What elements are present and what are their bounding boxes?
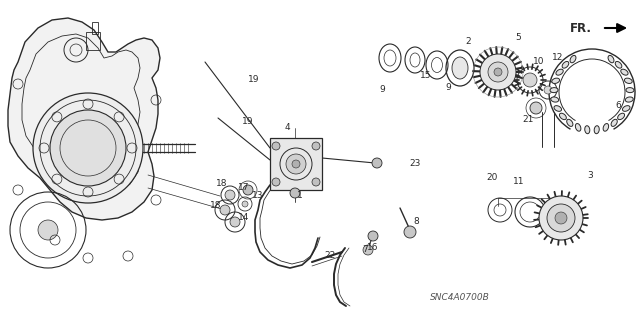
Circle shape	[372, 158, 382, 168]
Text: 3: 3	[587, 170, 593, 180]
Ellipse shape	[550, 88, 558, 93]
Text: 4: 4	[284, 123, 290, 132]
Bar	[270, 138, 322, 190]
Circle shape	[272, 142, 280, 150]
Text: 18: 18	[211, 201, 221, 210]
Circle shape	[242, 201, 248, 207]
Polygon shape	[8, 18, 160, 220]
Ellipse shape	[603, 123, 609, 131]
Text: 9: 9	[379, 85, 385, 94]
Ellipse shape	[554, 106, 561, 111]
Text: 23: 23	[410, 159, 420, 167]
Text: 9: 9	[445, 84, 451, 93]
Circle shape	[38, 220, 58, 240]
Text: 12: 12	[552, 54, 564, 63]
Ellipse shape	[552, 78, 559, 84]
Ellipse shape	[567, 119, 573, 126]
Circle shape	[292, 160, 300, 168]
Text: 5: 5	[515, 33, 521, 42]
Ellipse shape	[570, 56, 576, 63]
Bar	[86, 32, 100, 50]
Text: FR.: FR.	[570, 21, 592, 34]
Circle shape	[539, 196, 583, 240]
Text: 19: 19	[243, 117, 253, 127]
Text: 11: 11	[513, 177, 525, 187]
Circle shape	[243, 185, 253, 195]
Text: 8: 8	[413, 218, 419, 226]
Circle shape	[530, 102, 542, 114]
Circle shape	[230, 217, 240, 227]
Text: 15: 15	[420, 71, 432, 80]
Circle shape	[312, 178, 320, 186]
Ellipse shape	[551, 97, 559, 102]
Circle shape	[50, 110, 126, 186]
Text: 1: 1	[297, 190, 303, 199]
Circle shape	[488, 62, 508, 82]
Ellipse shape	[611, 119, 617, 126]
Text: 22: 22	[324, 251, 335, 261]
Bar	[92, 22, 98, 34]
Text: 7: 7	[362, 246, 368, 255]
Ellipse shape	[575, 123, 581, 131]
Text: 16: 16	[367, 243, 379, 253]
Circle shape	[494, 68, 502, 76]
Ellipse shape	[608, 56, 614, 63]
Circle shape	[312, 142, 320, 150]
Text: 13: 13	[252, 191, 264, 201]
Text: 14: 14	[238, 213, 250, 222]
Text: 19: 19	[248, 76, 260, 85]
Text: 20: 20	[486, 174, 498, 182]
Text: 17: 17	[238, 183, 250, 192]
Circle shape	[523, 73, 537, 87]
Circle shape	[290, 188, 300, 198]
Circle shape	[220, 205, 230, 215]
Ellipse shape	[594, 126, 599, 134]
Ellipse shape	[452, 57, 468, 79]
Text: 21: 21	[522, 115, 534, 124]
Ellipse shape	[623, 106, 630, 111]
Ellipse shape	[618, 113, 625, 120]
Text: 10: 10	[533, 57, 545, 66]
Text: SNC4A0700B: SNC4A0700B	[430, 293, 490, 302]
Circle shape	[33, 93, 143, 203]
Circle shape	[286, 154, 306, 174]
Ellipse shape	[626, 88, 634, 93]
Circle shape	[368, 231, 378, 241]
Circle shape	[544, 86, 552, 94]
Ellipse shape	[559, 113, 566, 120]
Text: 6: 6	[615, 100, 621, 109]
Ellipse shape	[625, 97, 633, 102]
Ellipse shape	[556, 69, 563, 75]
Circle shape	[555, 212, 567, 224]
Text: 2: 2	[465, 38, 471, 47]
Text: 18: 18	[216, 179, 228, 188]
Ellipse shape	[562, 62, 569, 68]
Circle shape	[547, 204, 575, 232]
Circle shape	[272, 178, 280, 186]
Ellipse shape	[585, 126, 590, 134]
Circle shape	[225, 190, 235, 200]
Circle shape	[363, 245, 373, 255]
Circle shape	[404, 226, 416, 238]
Ellipse shape	[621, 69, 628, 75]
Circle shape	[480, 54, 516, 90]
Ellipse shape	[625, 78, 632, 84]
Ellipse shape	[615, 62, 622, 68]
